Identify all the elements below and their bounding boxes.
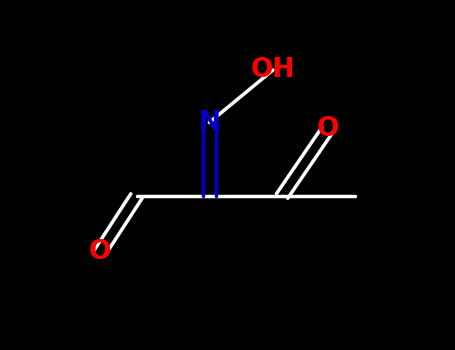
Text: O: O <box>89 239 111 265</box>
Text: N: N <box>198 110 220 135</box>
Text: O: O <box>316 117 339 142</box>
Text: OH: OH <box>251 57 295 83</box>
